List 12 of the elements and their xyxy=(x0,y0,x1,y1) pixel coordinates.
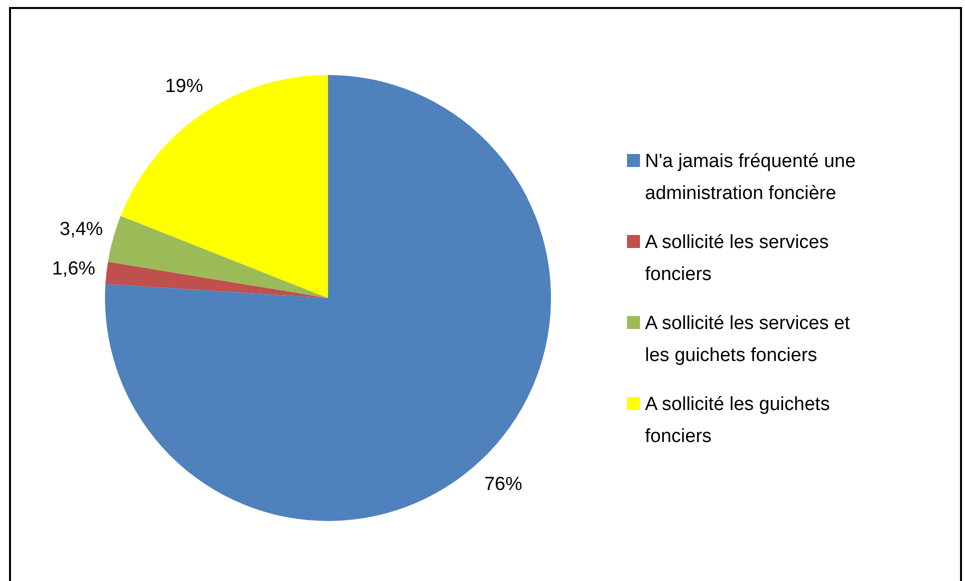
pie-slice xyxy=(105,75,551,521)
legend-label: A sollicité les services et les guichets fonciers xyxy=(645,312,851,366)
data-label: 1,6% xyxy=(52,258,96,280)
pie-slice xyxy=(105,262,328,298)
pie-slice xyxy=(120,75,328,298)
data-label: 76% xyxy=(484,474,522,496)
legend-label: A sollicité les services fonciers xyxy=(645,232,829,284)
data-label: 3,4% xyxy=(60,219,104,240)
legend-label: N'a jamais fréquenté une administration foncière xyxy=(645,150,856,204)
data-label: 19% xyxy=(165,76,204,97)
pie-slice xyxy=(108,216,328,298)
legend-label: A sollicité les guichets fonciers xyxy=(645,394,830,446)
